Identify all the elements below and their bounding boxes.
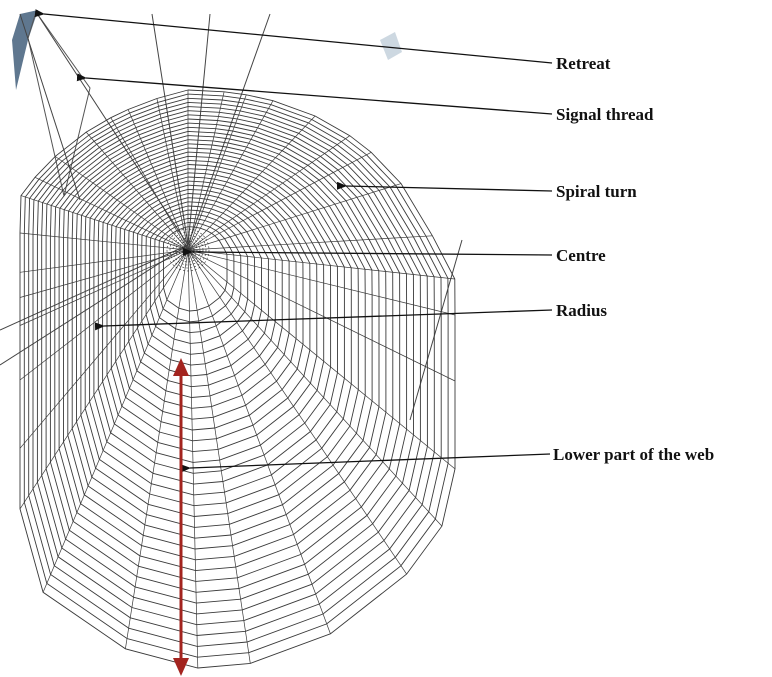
web-spiral-turn [93, 159, 338, 485]
web-spiral-turn [67, 135, 380, 550]
web-spiral-turn [102, 168, 325, 463]
web-radii [19, 90, 456, 669]
web-spiral-turn [45, 114, 414, 604]
web-spiral-turn [71, 139, 373, 539]
web-radius-thread [187, 94, 247, 251]
web-spiral-turn [115, 180, 304, 431]
web-spiral-turn [49, 118, 408, 593]
web-radius-thread [20, 195, 189, 251]
signal-thread-pointer [76, 73, 553, 115]
web-spiral-turn [123, 188, 290, 409]
web-spiral-turn [23, 93, 449, 658]
web-spiral-turn [106, 172, 318, 453]
web-hub-ring [166, 228, 210, 272]
web-spiral-turn [136, 201, 269, 377]
web-radius-thread [187, 183, 402, 251]
lower-part-pointer [180, 453, 551, 473]
web-spiral-turn [32, 101, 435, 636]
web-hub-ring [175, 237, 201, 263]
lower-part-label: Lower part of the web [553, 445, 715, 464]
web-spiral-turn [80, 147, 359, 517]
centre-label: Centre [556, 246, 606, 265]
web-radius-thread [187, 249, 199, 669]
web-radius-thread [187, 100, 274, 251]
web-spiral-turn [41, 110, 421, 615]
web-radius-thread [187, 249, 407, 575]
radius-label: Radius [556, 301, 608, 320]
lower-part-extent-arrow [173, 358, 189, 676]
web-spiral-turn [84, 151, 352, 507]
web-spiral-turn [36, 106, 428, 626]
web-radius-thread [54, 156, 189, 251]
web-spiral-turn [54, 122, 401, 582]
web-hub-ring [178, 240, 198, 260]
web-spiral-turn [76, 143, 366, 528]
web-spiral-turn [141, 205, 262, 366]
spiral-turn-label: Spiral turn [556, 182, 637, 201]
web-radius-thread [187, 249, 251, 664]
web-spiral-turn [149, 213, 249, 344]
web-radius-thread [19, 249, 189, 273]
web-spiral-turn [97, 164, 332, 474]
web-radius-thread [19, 249, 189, 510]
web-radius-thread [19, 249, 189, 298]
web-spiral-turn [19, 89, 456, 669]
spiral-turn-pointer [336, 181, 553, 192]
web-spiral-turn [132, 197, 276, 388]
web-radius-thread [187, 151, 372, 251]
web-radius-thread [110, 117, 189, 251]
web-spiral-turn [110, 176, 311, 442]
pointer-lines [34, 9, 553, 473]
web-radius-thread [156, 98, 189, 251]
retreat-shape [12, 10, 402, 197]
centre-pointer [182, 247, 553, 256]
web-spiral-turn [145, 209, 256, 355]
web-spiral-turn [154, 217, 242, 334]
retreat-label: Retreat [556, 54, 611, 73]
web-spiral-turn [89, 155, 345, 496]
web-hub-ring [181, 243, 195, 257]
web-spiral-turn [58, 126, 394, 572]
web-radius-thread [187, 249, 456, 316]
web-spiral-turn [163, 226, 228, 312]
web-radius-thread [19, 232, 189, 251]
web-radius-thread [187, 249, 456, 470]
web-radius-thread [187, 91, 225, 251]
web-radius-thread [19, 249, 189, 381]
web-radius-thread [19, 249, 189, 449]
web-radius-thread [42, 249, 189, 593]
web-spiral-turn [119, 184, 297, 420]
web-radius-thread [85, 131, 189, 251]
web-radius-thread [187, 135, 351, 251]
web-spiral-turn [63, 130, 387, 561]
retreat-pointer [34, 9, 553, 64]
web-radius-thread [187, 249, 331, 634]
signal-thread-label: Signal thread [556, 105, 654, 124]
web-hub-ring [172, 234, 204, 266]
web-spiral-turn [158, 222, 235, 323]
web-radius-thread [187, 249, 456, 382]
web-radius-thread [34, 176, 189, 251]
web-radius-thread [125, 249, 189, 649]
web-spiral-turn [28, 97, 442, 647]
web-spiral-turns [19, 89, 456, 669]
web-radius-thread [187, 235, 433, 251]
web-hub-ring [169, 231, 207, 269]
web-radius-thread [19, 249, 189, 326]
web-spiral-turn [128, 193, 283, 398]
radius-pointer [94, 309, 553, 331]
web-radius-thread [127, 109, 189, 251]
web-radius-thread [187, 249, 443, 527]
web-radius-thread [187, 249, 455, 280]
web-radius-thread [187, 115, 316, 251]
